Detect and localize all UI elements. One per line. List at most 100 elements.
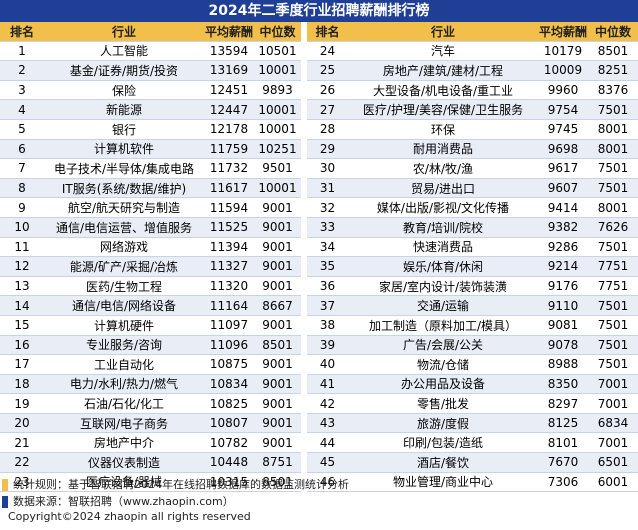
industry-cell: 医疗设备/器械 <box>44 472 204 493</box>
rank-cell: 39 <box>301 335 348 356</box>
industry-cell: 医疗/护理/美容/保健/卫生服务 <box>348 99 538 120</box>
rank-cell: 31 <box>301 178 348 199</box>
avg-salary-cell: 8297 <box>538 393 588 414</box>
rank-cell: 11 <box>0 237 44 258</box>
industry-cell: 能源/矿产/采掘/冶炼 <box>44 256 204 277</box>
avg-salary-cell: 8101 <box>538 432 588 454</box>
avg-salary-cell: 11732 <box>204 158 254 179</box>
industry-cell: 医药/生物工程 <box>44 276 204 297</box>
avg-salary-cell: 9382 <box>538 217 588 238</box>
rank-cell: 5 <box>0 119 44 140</box>
industry-cell: 物流/仓储 <box>348 354 538 375</box>
industry-cell: 印刷/包装/造纸 <box>348 432 538 454</box>
avg-salary-cell: 8350 <box>538 374 588 395</box>
median-salary-cell: 7501 <box>588 335 638 356</box>
avg-salary-cell: 7670 <box>538 452 588 473</box>
median-salary-cell: 9001 <box>254 197 304 218</box>
page-title: 2024年二季度行业招聘薪酬排行榜 <box>0 0 638 22</box>
table-row: 12 能源/矿产/采掘/冶炼 11327 9001 35 娱乐/体育/休闲 9214 7751 <box>0 256 638 277</box>
median-salary-cell: 8667 <box>254 295 304 316</box>
median-salary-cell: 9001 <box>254 354 304 375</box>
header-rank-right: 排名 <box>301 22 348 42</box>
median-salary-cell: 7001 <box>588 393 638 414</box>
industry-cell: 酒店/餐饮 <box>348 452 538 473</box>
rule-swatch <box>2 479 8 491</box>
rank-cell: 46 <box>301 472 348 493</box>
industry-cell: 新能源 <box>44 99 204 120</box>
rank-cell: 18 <box>0 374 44 395</box>
table-row: 2 基金/证券/期货/投资 13169 10001 25 房地产/建筑/建材/工程 1000… <box>0 60 638 81</box>
rank-cell: 9 <box>0 197 44 218</box>
median-salary-cell: 7001 <box>588 374 638 395</box>
industry-cell: 通信/电信/网络设备 <box>44 295 204 316</box>
table-row: 8 IT服务(系统/数据/维护) 11617 10001 31 贸易/进出口 9607 750… <box>0 178 638 199</box>
industry-cell: 工业自动化 <box>44 354 204 375</box>
rank-cell: 27 <box>301 99 348 120</box>
median-salary-cell: 6501 <box>588 452 638 473</box>
median-salary-cell: 9001 <box>254 237 304 258</box>
median-salary-cell: 9001 <box>254 413 304 434</box>
industry-cell: 物业管理/商业中心 <box>348 472 538 493</box>
avg-salary-cell: 10009 <box>538 60 588 81</box>
avg-salary-cell: 10807 <box>204 413 254 434</box>
avg-salary-cell: 11594 <box>204 197 254 218</box>
avg-salary-cell: 11394 <box>204 237 254 258</box>
median-salary-cell: 8001 <box>588 139 638 160</box>
industry-cell: 贸易/进出口 <box>348 178 538 199</box>
industry-cell: 媒体/出版/影视/文化传播 <box>348 197 538 218</box>
avg-salary-cell: 9110 <box>538 295 588 316</box>
avg-salary-cell: 8125 <box>538 413 588 434</box>
median-salary-cell: 9001 <box>254 374 304 395</box>
median-salary-cell: 10001 <box>254 119 304 140</box>
median-salary-cell: 8251 <box>588 60 638 81</box>
avg-salary-cell: 9607 <box>538 178 588 199</box>
median-salary-cell: 9893 <box>254 80 304 101</box>
avg-salary-cell: 9754 <box>538 99 588 120</box>
avg-salary-cell: 10782 <box>204 432 254 454</box>
avg-salary-cell: 10834 <box>204 374 254 395</box>
avg-salary-cell: 9286 <box>538 237 588 258</box>
median-salary-cell: 7501 <box>588 315 638 336</box>
avg-salary-cell: 12451 <box>204 80 254 101</box>
industry-cell: 网络游戏 <box>44 237 204 258</box>
avg-salary-cell: 9176 <box>538 276 588 297</box>
avg-salary-cell: 9214 <box>538 256 588 277</box>
table-row: 1 人工智能 13594 10501 24 汽车 10179 8501 <box>0 41 638 62</box>
rank-cell: 16 <box>0 335 44 356</box>
rank-cell: 29 <box>301 139 348 160</box>
avg-salary-cell: 11327 <box>204 256 254 277</box>
table-row: 19 石油/石化/化工 10825 9001 42 零售/批发 8297 7001 <box>0 393 638 414</box>
avg-salary-cell: 7306 <box>538 472 588 493</box>
source-text: 智联招聘（www.zhaopin.com） <box>68 495 234 508</box>
table-row: 3 保险 12451 9893 26 大型设备/机电设备/重工业 9960 8376 <box>0 80 638 101</box>
rank-cell: 20 <box>0 413 44 434</box>
industry-cell: 农/林/牧/渔 <box>348 158 538 179</box>
header-avg-left: 平均薪酬 <box>204 22 254 42</box>
ranking-table: 排名 行业 平均薪酬 中位数 排名 行业 平均薪酬 中位数 1 人工智能 13594… <box>0 22 638 493</box>
avg-salary-cell: 11164 <box>204 295 254 316</box>
median-salary-cell: 7626 <box>588 217 638 238</box>
rank-cell: 23 <box>0 472 44 493</box>
median-salary-cell: 7501 <box>588 237 638 258</box>
rank-cell: 13 <box>0 276 44 297</box>
table-row: 5 银行 12178 10001 28 环保 9745 8001 <box>0 119 638 140</box>
avg-salary-cell: 8988 <box>538 354 588 375</box>
table-row: 18 电力/水利/热力/燃气 10834 9001 41 办公用品及设备 8350 7001 <box>0 374 638 395</box>
industry-cell: 耐用消费品 <box>348 139 538 160</box>
industry-cell: 大型设备/机电设备/重工业 <box>348 80 538 101</box>
median-salary-cell: 9001 <box>254 432 304 454</box>
avg-salary-cell: 10825 <box>204 393 254 414</box>
avg-salary-cell: 10875 <box>204 354 254 375</box>
header-median-left: 中位数 <box>254 22 304 42</box>
industry-cell: 旅游/度假 <box>348 413 538 434</box>
avg-salary-cell: 10448 <box>204 452 254 473</box>
avg-salary-cell: 11097 <box>204 315 254 336</box>
rank-cell: 37 <box>301 295 348 316</box>
median-salary-cell: 9001 <box>254 393 304 414</box>
rank-cell: 7 <box>0 158 44 179</box>
industry-cell: 家居/室内设计/装饰装潢 <box>348 276 538 297</box>
table-row: 4 新能源 12447 10001 27 医疗/护理/美容/保健/卫生服务 9754 7501 <box>0 99 638 120</box>
avg-salary-cell: 9745 <box>538 119 588 140</box>
industry-cell: 银行 <box>44 119 204 140</box>
